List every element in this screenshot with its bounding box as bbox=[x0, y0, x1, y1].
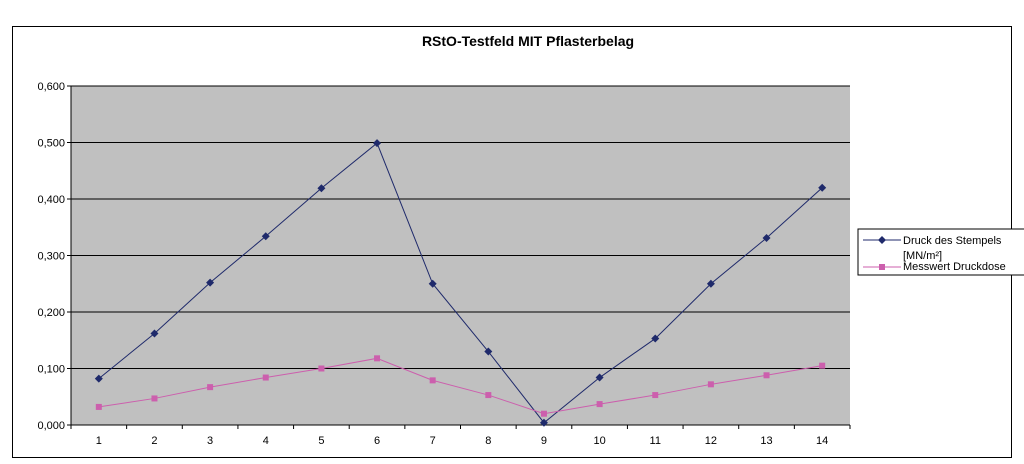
data-point-diamond bbox=[818, 183, 827, 192]
x-tick-label: 12 bbox=[705, 435, 717, 447]
data-point-square bbox=[151, 395, 158, 402]
data-point-diamond bbox=[762, 233, 771, 242]
data-point-diamond bbox=[539, 418, 548, 427]
x-tick-label: 3 bbox=[207, 435, 213, 447]
x-tick-label: 6 bbox=[374, 435, 380, 447]
x-tick-label: 9 bbox=[541, 435, 547, 447]
data-point-square bbox=[707, 381, 714, 388]
data-point-square bbox=[374, 355, 381, 362]
data-point-diamond bbox=[595, 373, 604, 382]
data-point-square bbox=[318, 365, 325, 372]
x-tick-label: 1 bbox=[96, 435, 102, 447]
series-line-1 bbox=[98, 142, 823, 424]
data-point-square bbox=[429, 377, 436, 384]
data-point-diamond bbox=[651, 334, 660, 343]
legend-label-druck: Druck des Stempels bbox=[903, 235, 1002, 247]
y-tick-label: 0,100 bbox=[37, 364, 65, 376]
data-point-square bbox=[540, 410, 547, 417]
x-tick-label: 11 bbox=[650, 435, 661, 447]
legend-label-messwert: Messwert Druckdose bbox=[903, 261, 1006, 273]
legend-marker-druck bbox=[878, 236, 886, 244]
y-tick-label: 0,200 bbox=[37, 307, 65, 319]
x-tick-label: 8 bbox=[485, 435, 491, 447]
grid-lines bbox=[71, 85, 850, 426]
y-tick-label: 0,400 bbox=[37, 194, 65, 206]
x-tick-label: 10 bbox=[593, 435, 605, 447]
series-line-2 bbox=[98, 357, 823, 415]
x-tick-label: 13 bbox=[760, 435, 772, 447]
x-tick-label: 14 bbox=[816, 435, 828, 447]
data-point-diamond bbox=[94, 374, 103, 383]
data-point-square bbox=[652, 392, 659, 399]
y-tick-label: 0,500 bbox=[37, 138, 65, 150]
data-point-square bbox=[95, 403, 102, 410]
y-tick-label: 0,000 bbox=[37, 420, 65, 432]
data-point-square bbox=[262, 374, 269, 381]
data-point-diamond bbox=[373, 139, 382, 148]
data-point-diamond bbox=[150, 329, 159, 338]
data-point-square bbox=[763, 372, 770, 379]
x-tick-label: 5 bbox=[318, 435, 324, 447]
data-point-diamond bbox=[261, 232, 270, 241]
y-tick-label: 0,600 bbox=[37, 81, 65, 93]
x-tick-label: 4 bbox=[263, 435, 269, 447]
data-point-diamond bbox=[317, 184, 326, 193]
data-point-square bbox=[596, 401, 603, 408]
x-axis: 1 2 3 4 5 6 7 8 9 10 11 12 13 14 bbox=[70, 424, 851, 447]
data-point-diamond bbox=[706, 279, 715, 288]
data-point-diamond bbox=[206, 278, 215, 287]
legend: Druck des Stempels [MN/m²] Messwert Druc… bbox=[857, 228, 1024, 276]
x-tick-label: 2 bbox=[151, 435, 157, 447]
data-point-square bbox=[485, 392, 492, 399]
y-tick-label: 0,300 bbox=[37, 251, 65, 263]
data-point-diamond bbox=[484, 347, 493, 356]
x-tick-label: 7 bbox=[430, 435, 436, 447]
legend-label-druck-unit: [MN/m²] bbox=[903, 250, 942, 262]
y-axis: 0,000 0,100 0,200 0,300 0,400 0,500 0,600 bbox=[37, 81, 72, 432]
data-point-diamond bbox=[428, 279, 437, 288]
data-point-square bbox=[819, 362, 826, 369]
data-point-square bbox=[207, 384, 214, 391]
chart-title: RStO-Testfeld MIT Pflasterbelag bbox=[422, 33, 634, 49]
series-group bbox=[94, 139, 827, 427]
legend-marker-messwert bbox=[879, 264, 885, 270]
